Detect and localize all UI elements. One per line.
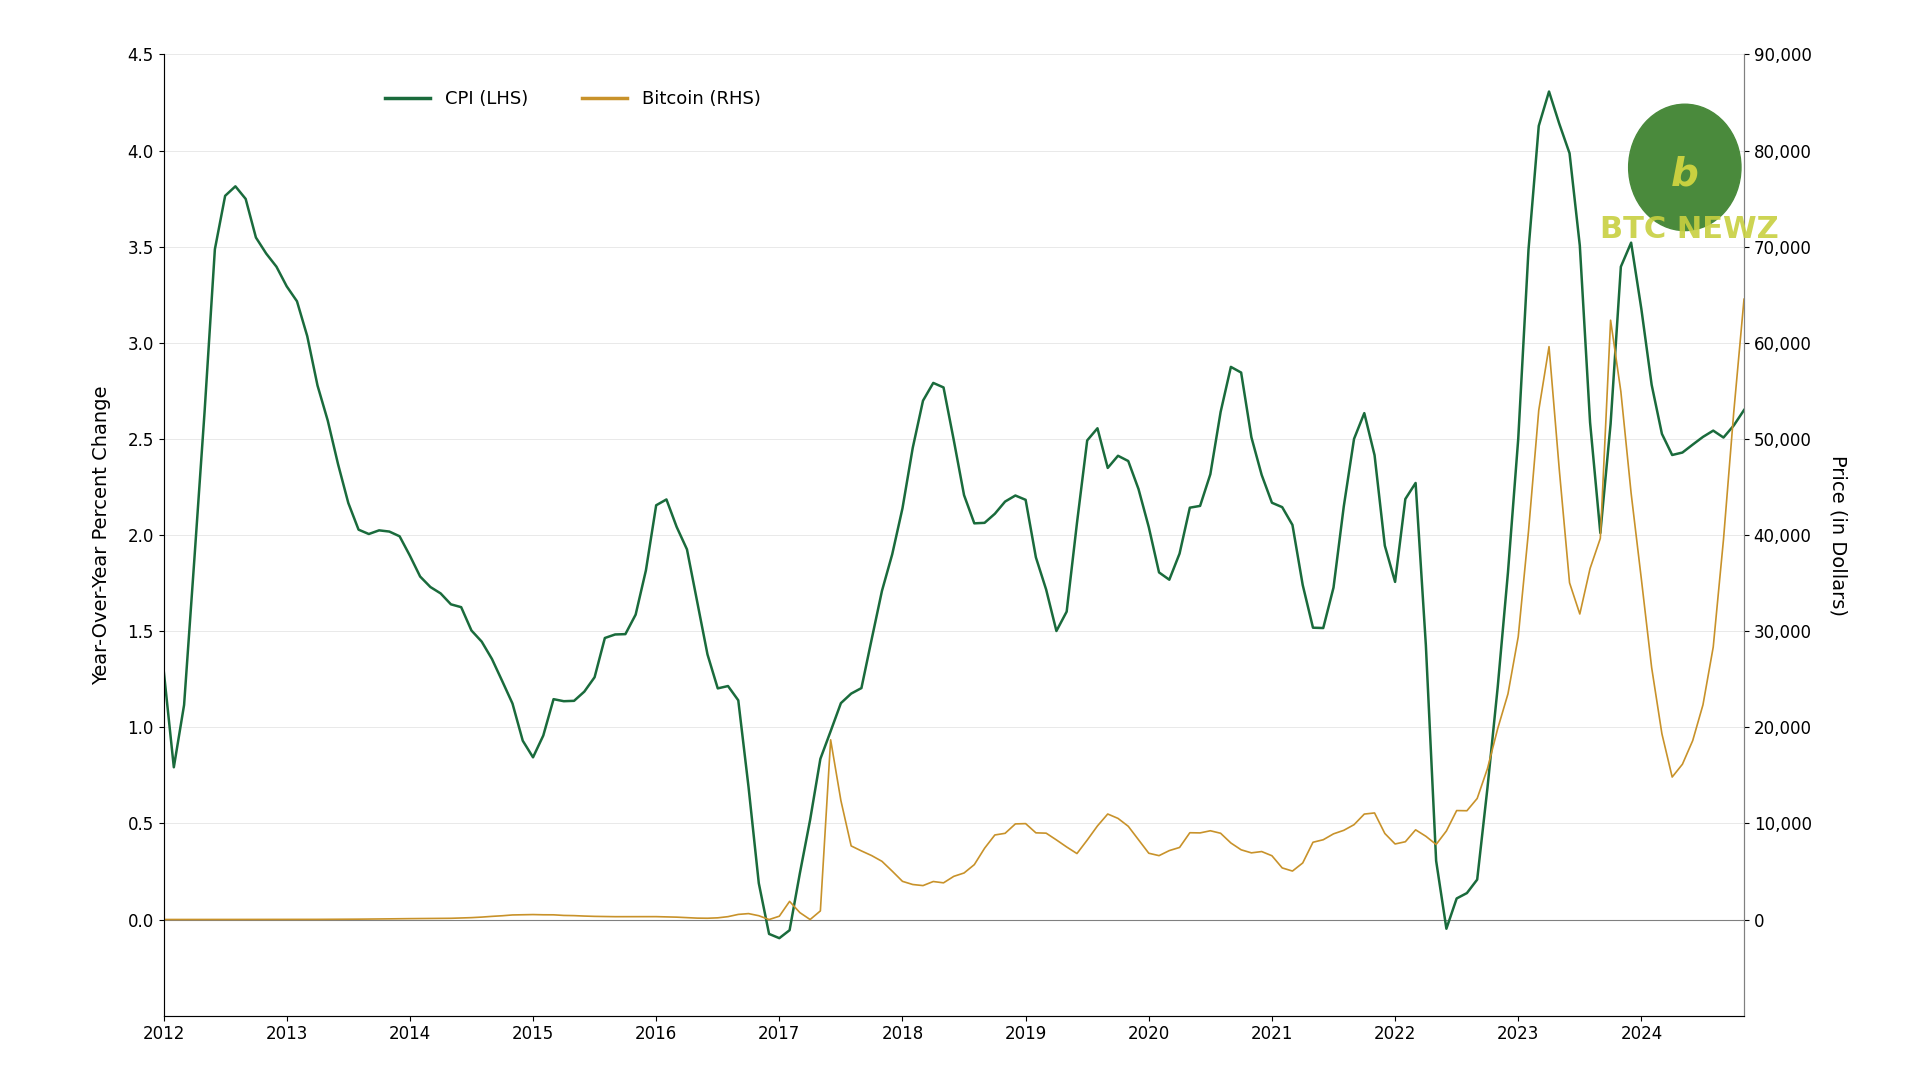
- Legend: CPI (LHS), Bitcoin (RHS): CPI (LHS), Bitcoin (RHS): [378, 83, 768, 116]
- Y-axis label: Price (in Dollars): Price (in Dollars): [1828, 455, 1847, 616]
- Y-axis label: Year-Over-Year Percent Change: Year-Over-Year Percent Change: [92, 386, 111, 685]
- Text: BTC NEWZ: BTC NEWZ: [1599, 215, 1780, 244]
- Text: b: b: [1670, 156, 1699, 193]
- Circle shape: [1628, 104, 1741, 231]
